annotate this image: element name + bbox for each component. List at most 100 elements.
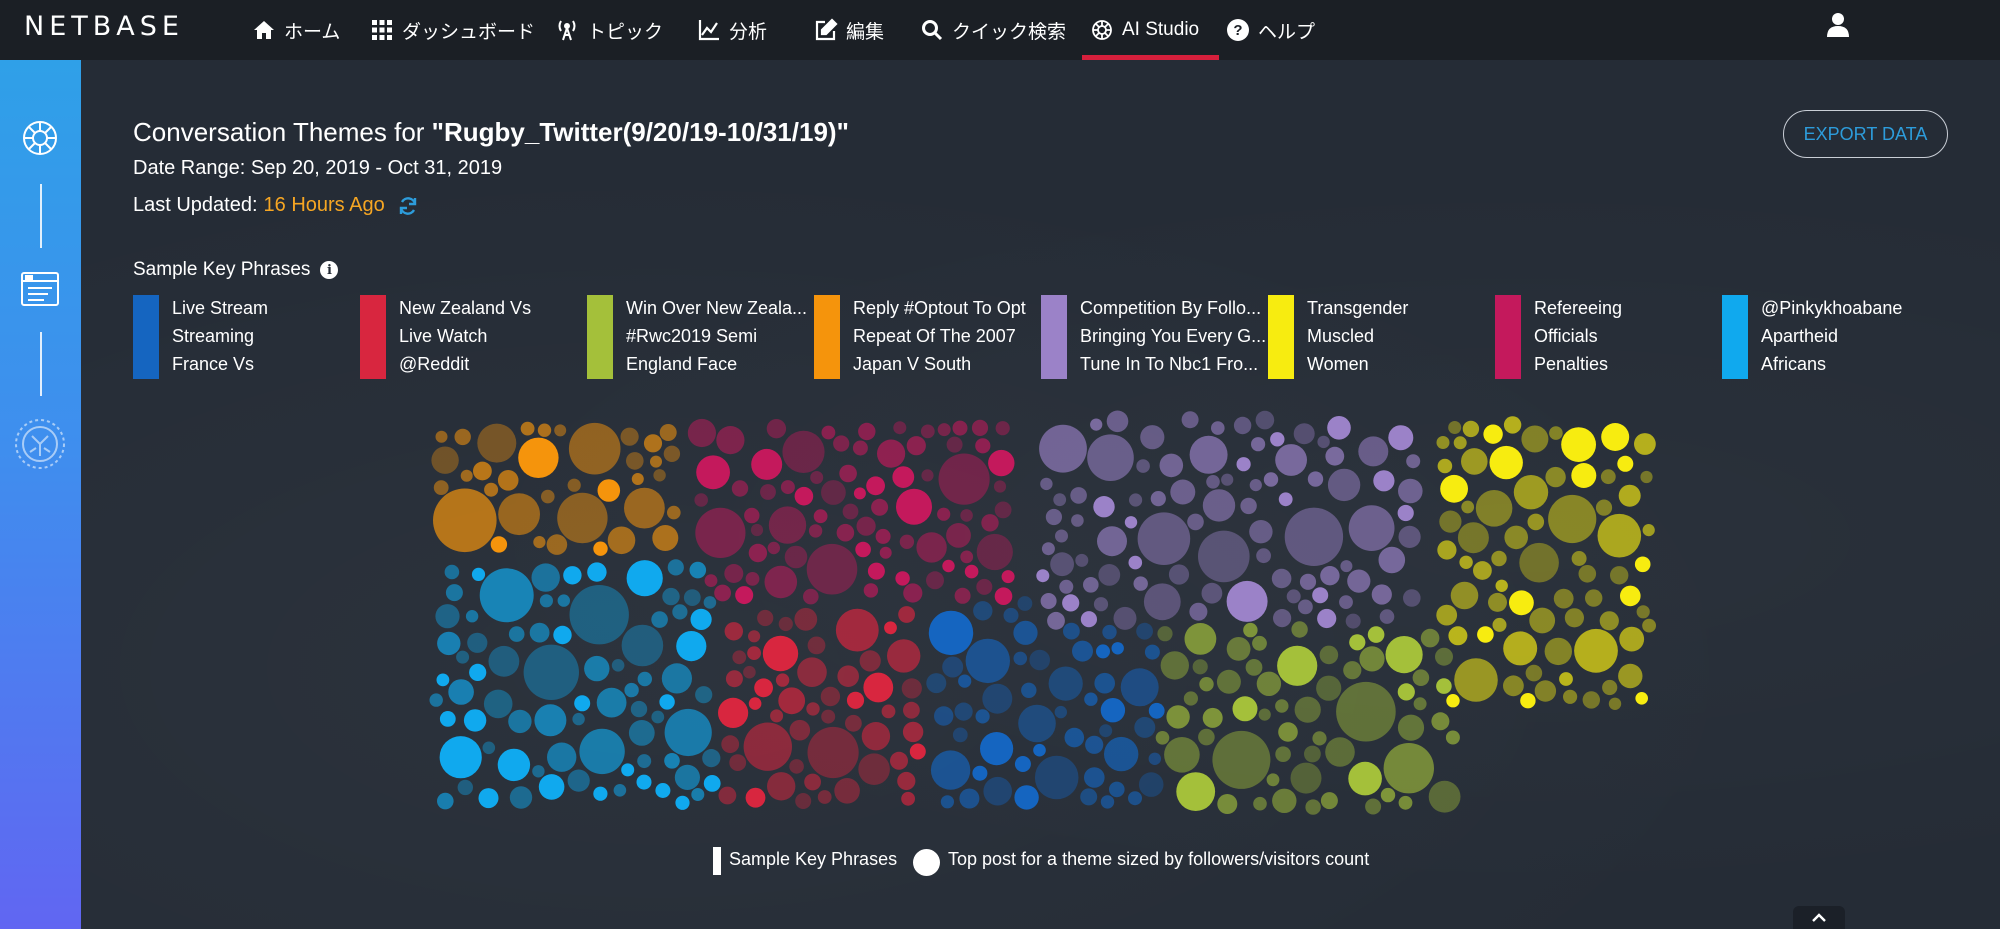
theme-post-bubble[interactable] bbox=[689, 561, 707, 579]
theme-post-bubble[interactable] bbox=[488, 645, 520, 677]
theme-item[interactable]: New Zealand Vs Live Watch @Reddit bbox=[360, 295, 580, 379]
theme-post-bubble[interactable] bbox=[1437, 540, 1457, 560]
theme-post-bubble[interactable] bbox=[1064, 727, 1085, 748]
theme-post-bubble[interactable] bbox=[1450, 581, 1479, 610]
theme-item[interactable]: Win Over New Zeala... #Rwc2019 Semi Engl… bbox=[587, 295, 807, 379]
theme-post-bubble[interactable] bbox=[909, 743, 926, 760]
theme-post-bubble[interactable] bbox=[980, 732, 1014, 766]
theme-post-bubble[interactable] bbox=[702, 749, 721, 768]
theme-post-bubble[interactable] bbox=[482, 741, 496, 755]
theme-post-bubble[interactable] bbox=[729, 754, 747, 771]
theme-post-bubble[interactable] bbox=[834, 778, 860, 804]
theme-post-bubble[interactable] bbox=[1492, 617, 1507, 632]
theme-post-bubble[interactable] bbox=[538, 774, 565, 800]
theme-post-bubble[interactable] bbox=[1545, 466, 1566, 488]
theme-post-bubble[interactable] bbox=[497, 748, 531, 782]
theme-post-bubble[interactable] bbox=[877, 439, 906, 468]
theme-post-bubble[interactable] bbox=[1075, 553, 1089, 567]
theme-post-bubble[interactable] bbox=[436, 673, 450, 687]
theme-post-bubble[interactable] bbox=[954, 587, 971, 604]
theme-post-bubble[interactable] bbox=[1378, 546, 1406, 574]
theme-post-bubble[interactable] bbox=[1563, 689, 1578, 704]
theme-post-bubble[interactable] bbox=[650, 455, 662, 468]
theme-post-bubble[interactable] bbox=[1521, 425, 1549, 453]
theme-post-bubble[interactable] bbox=[952, 727, 968, 743]
theme-post-bubble[interactable] bbox=[437, 792, 454, 810]
theme-post-bubble[interactable] bbox=[767, 772, 796, 801]
theme-post-bubble[interactable] bbox=[1036, 569, 1050, 583]
theme-post-bubble[interactable] bbox=[1620, 585, 1641, 607]
theme-post-bubble[interactable] bbox=[768, 506, 807, 544]
theme-post-bubble[interactable] bbox=[871, 498, 889, 516]
theme-post-bubble[interactable] bbox=[1504, 525, 1528, 550]
theme-post-bubble[interactable] bbox=[1513, 475, 1549, 510]
theme-post-bubble[interactable] bbox=[568, 422, 621, 475]
theme-post-bubble[interactable] bbox=[484, 482, 499, 497]
theme-post-bubble[interactable] bbox=[1181, 411, 1199, 429]
theme-post-bubble[interactable] bbox=[1176, 772, 1216, 811]
theme-post-bubble[interactable] bbox=[975, 438, 991, 454]
theme-post-bubble[interactable] bbox=[518, 437, 559, 478]
nav-dashboard[interactable]: ダッシュボード bbox=[370, 0, 535, 60]
theme-post-bubble[interactable] bbox=[1144, 644, 1160, 660]
theme-post-bubble[interactable] bbox=[497, 470, 519, 491]
theme-post-bubble[interactable] bbox=[898, 606, 915, 623]
theme-post-bubble[interactable] bbox=[1578, 565, 1597, 583]
theme-post-bubble[interactable] bbox=[541, 489, 555, 504]
theme-post-bubble[interactable] bbox=[1574, 628, 1618, 673]
theme-post-bubble[interactable] bbox=[1483, 424, 1503, 444]
theme-post-bubble[interactable] bbox=[1635, 692, 1648, 705]
theme-post-bubble[interactable] bbox=[1150, 491, 1166, 507]
theme-post-bubble[interactable] bbox=[863, 583, 879, 598]
theme-post-bubble[interactable] bbox=[529, 622, 550, 643]
theme-post-bubble[interactable] bbox=[1226, 580, 1268, 622]
theme-post-bubble[interactable] bbox=[884, 621, 897, 635]
theme-item[interactable]: @Pinkykhoabane Apartheid Africans bbox=[1722, 295, 1942, 379]
theme-post-bubble[interactable] bbox=[531, 563, 560, 592]
theme-post-bubble[interactable] bbox=[928, 610, 974, 656]
theme-post-bubble[interactable] bbox=[1358, 436, 1389, 467]
theme-post-bubble[interactable] bbox=[1519, 542, 1559, 583]
theme-post-bubble[interactable] bbox=[1453, 436, 1467, 450]
theme-post-bubble[interactable] bbox=[1096, 644, 1110, 659]
theme-post-bubble[interactable] bbox=[1503, 675, 1524, 697]
theme-post-bubble[interactable] bbox=[1320, 566, 1340, 586]
theme-post-bubble[interactable] bbox=[1040, 593, 1057, 609]
theme-post-bubble[interactable] bbox=[659, 694, 675, 710]
theme-post-bubble[interactable] bbox=[630, 700, 648, 718]
theme-post-bubble[interactable] bbox=[695, 686, 713, 704]
theme-post-bubble[interactable] bbox=[846, 691, 865, 709]
theme-post-bubble[interactable] bbox=[659, 424, 677, 441]
theme-post-bubble[interactable] bbox=[930, 750, 971, 790]
theme-post-bubble[interactable] bbox=[778, 616, 793, 632]
theme-post-bubble[interactable] bbox=[703, 775, 721, 792]
theme-post-bubble[interactable] bbox=[433, 480, 449, 495]
theme-post-bubble[interactable] bbox=[1062, 594, 1080, 612]
theme-post-bubble[interactable] bbox=[852, 440, 868, 456]
theme-post-bubble[interactable] bbox=[1298, 599, 1313, 615]
theme-post-bubble[interactable] bbox=[1325, 737, 1355, 767]
theme-post-bubble[interactable] bbox=[1202, 707, 1223, 728]
theme-post-bubble[interactable] bbox=[764, 565, 798, 599]
theme-post-bubble[interactable] bbox=[1509, 590, 1534, 616]
theme-post-bubble[interactable] bbox=[1365, 798, 1382, 815]
theme-post-bubble[interactable] bbox=[1359, 646, 1385, 672]
theme-post-bubble[interactable] bbox=[836, 523, 855, 542]
theme-post-bubble[interactable] bbox=[926, 571, 944, 590]
theme-post-bubble[interactable] bbox=[1436, 604, 1458, 626]
theme-post-bubble[interactable] bbox=[1561, 427, 1596, 462]
theme-post-bubble[interactable] bbox=[672, 604, 688, 620]
theme-post-bubble[interactable] bbox=[593, 541, 608, 556]
theme-post-bubble[interactable] bbox=[467, 632, 488, 653]
theme-post-bubble[interactable] bbox=[584, 655, 610, 682]
theme-post-bubble[interactable] bbox=[1439, 510, 1462, 533]
theme-post-bubble[interactable] bbox=[1307, 471, 1324, 487]
theme-post-bubble[interactable] bbox=[1217, 794, 1238, 814]
theme-post-bubble[interactable] bbox=[747, 646, 761, 660]
theme-post-bubble[interactable] bbox=[1373, 470, 1395, 492]
theme-post-bubble[interactable] bbox=[1071, 514, 1084, 527]
theme-post-bubble[interactable] bbox=[1270, 432, 1285, 447]
theme-post-bubble[interactable] bbox=[553, 625, 572, 645]
theme-post-bubble[interactable] bbox=[643, 434, 663, 453]
theme-post-bubble[interactable] bbox=[1397, 504, 1414, 522]
